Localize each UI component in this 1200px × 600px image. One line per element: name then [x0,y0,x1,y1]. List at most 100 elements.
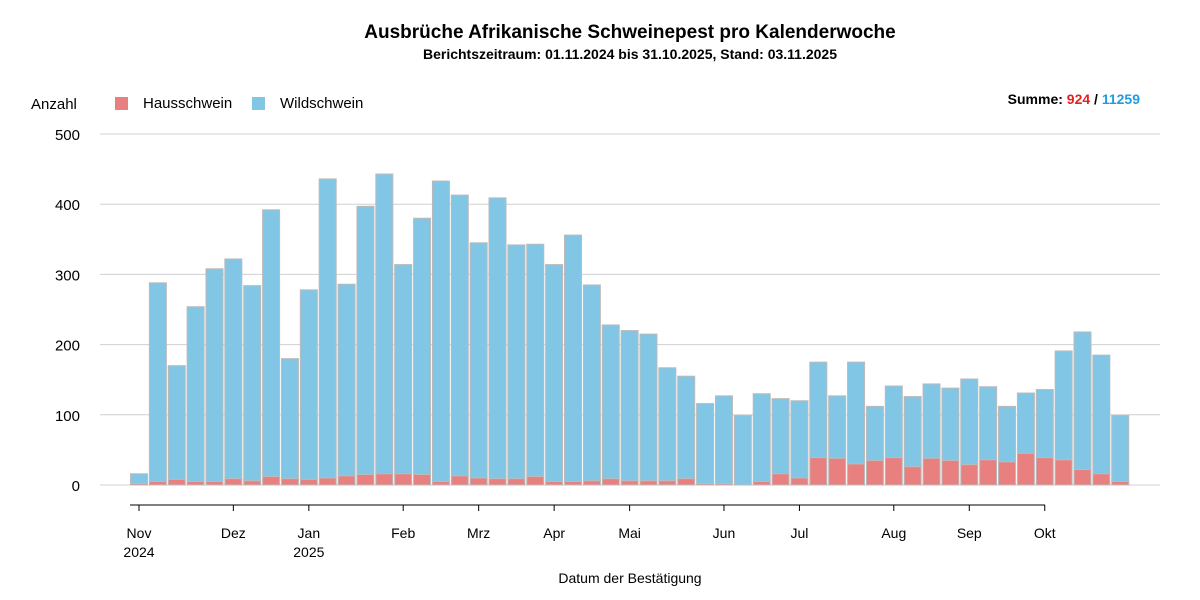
bar-hausschwein [224,478,243,486]
bar-wildschwein [1035,389,1054,459]
bar-hausschwein [167,478,186,486]
bar-wildschwein [469,242,488,479]
bar-wildschwein [224,258,243,480]
bar-hausschwein [1073,469,1092,486]
bar-wildschwein [639,333,658,482]
bar-wildschwein [394,264,413,475]
bar-hausschwein [903,466,922,486]
bar-wildschwein [356,205,375,475]
bar-wildschwein [903,396,922,468]
bar-hausschwein [186,480,205,486]
bar-hausschwein [847,463,866,486]
bar-wildschwein [960,378,979,466]
bar-wildschwein [507,244,526,480]
x-tick-label: Nov [127,525,152,541]
summary-haus-total: 924 [1066,91,1091,107]
bar-wildschwein [205,268,224,482]
bar-hausschwein [941,459,960,486]
chart-subtitle: Berichtszeitraum: 01.11.2024 bis 31.10.2… [422,46,838,62]
y-tick-label: 200 [55,338,80,355]
bar-hausschwein [601,478,620,486]
x-tick-year: 2024 [123,544,154,560]
chart-title: Ausbrüche Afrikanische Schweinepest pro … [364,22,896,43]
bar-wildschwein [243,285,262,482]
x-tick-label: Jun [713,525,736,541]
y-axis-label: Anzahl [31,96,77,113]
bar-hausschwein [696,483,715,486]
bar-hausschwein [450,475,469,486]
bar-wildschwein [337,283,356,477]
bar-wildschwein [488,197,507,480]
bar-hausschwein [1111,480,1130,486]
bar-hausschwein [1016,452,1035,486]
bar-hausschwein [130,483,148,486]
bar-wildschwein [526,243,545,478]
bar-hausschwein [431,480,450,486]
bar-hausschwein [299,478,318,486]
bar-wildschwein [771,398,790,475]
bar-hausschwein [337,475,356,486]
bar-wildschwein [620,330,639,482]
x-tick-label: Feb [391,525,415,541]
bar-hausschwein [639,480,658,486]
bar-hausschwein [752,480,771,486]
bar-wildschwein [677,375,696,480]
bar-hausschwein [884,457,903,486]
bar-wildschwein [658,367,677,482]
bar-hausschwein [375,473,394,486]
bar-hausschwein [1035,457,1054,486]
bar-hausschwein [714,483,733,486]
bar-wildschwein [733,415,752,486]
bar-hausschwein [771,473,790,486]
summary-label: Summe: [1007,91,1063,107]
bar-wildschwein [1111,415,1130,482]
bar-wildschwein [714,395,733,485]
bar-hausschwein [469,477,488,486]
bar-hausschwein [828,457,847,486]
bar-wildschwein [148,282,167,482]
bar-hausschwein [809,457,828,486]
bar-wildschwein [979,386,998,461]
bar-hausschwein [790,477,809,486]
bar-wildschwein [564,234,583,482]
bar-hausschwein [356,473,375,486]
bar-wildschwein [884,385,903,459]
y-tick-label: 500 [55,127,80,144]
bar-hausschwein [922,457,941,486]
bar-wildschwein [865,405,884,461]
legend-item-hausschwein: Hausschwein [115,95,232,112]
bar-hausschwein [148,480,167,486]
bar-hausschwein [979,459,998,486]
x-axis-label: Datum der Bestätigung [558,570,702,586]
bar-wildschwein [1092,354,1111,475]
y-tick-label: 0 [72,478,80,495]
bar-wildschwein [1016,392,1035,454]
bar-wildschwein [299,289,318,480]
bar-wildschwein [847,361,866,465]
bar-wildschwein [790,400,809,479]
x-tick-label: Okt [1034,525,1056,541]
y-tick-label: 300 [55,267,80,284]
x-tick-label: Mai [618,525,641,541]
legend-label: Hausschwein [143,95,233,112]
bar-hausschwein [413,473,432,486]
y-tick-label: 100 [55,408,80,425]
bar-wildschwein [809,361,828,459]
summary-wild-total: 11259 [1101,91,1140,107]
bar-hausschwein [243,480,262,486]
x-tick-label: Dez [221,525,246,541]
x-tick-label: Mrz [467,525,490,541]
bar-wildschwein [582,284,601,482]
bar-hausschwein [545,480,564,486]
bar-hausschwein [865,459,884,486]
summary-separator: / [1094,91,1098,107]
summary-totals: Summe: 924 / 11259 [1008,91,1140,107]
bar-wildschwein [545,264,564,482]
bar-wildschwein [998,405,1017,463]
bar-hausschwein [318,477,337,486]
legend-item-wildschwein: Wildschwein [252,95,363,112]
x-tick-year: 2025 [293,544,324,560]
x-tick-label: Jan [298,525,321,541]
y-tick-label: 400 [55,197,80,214]
